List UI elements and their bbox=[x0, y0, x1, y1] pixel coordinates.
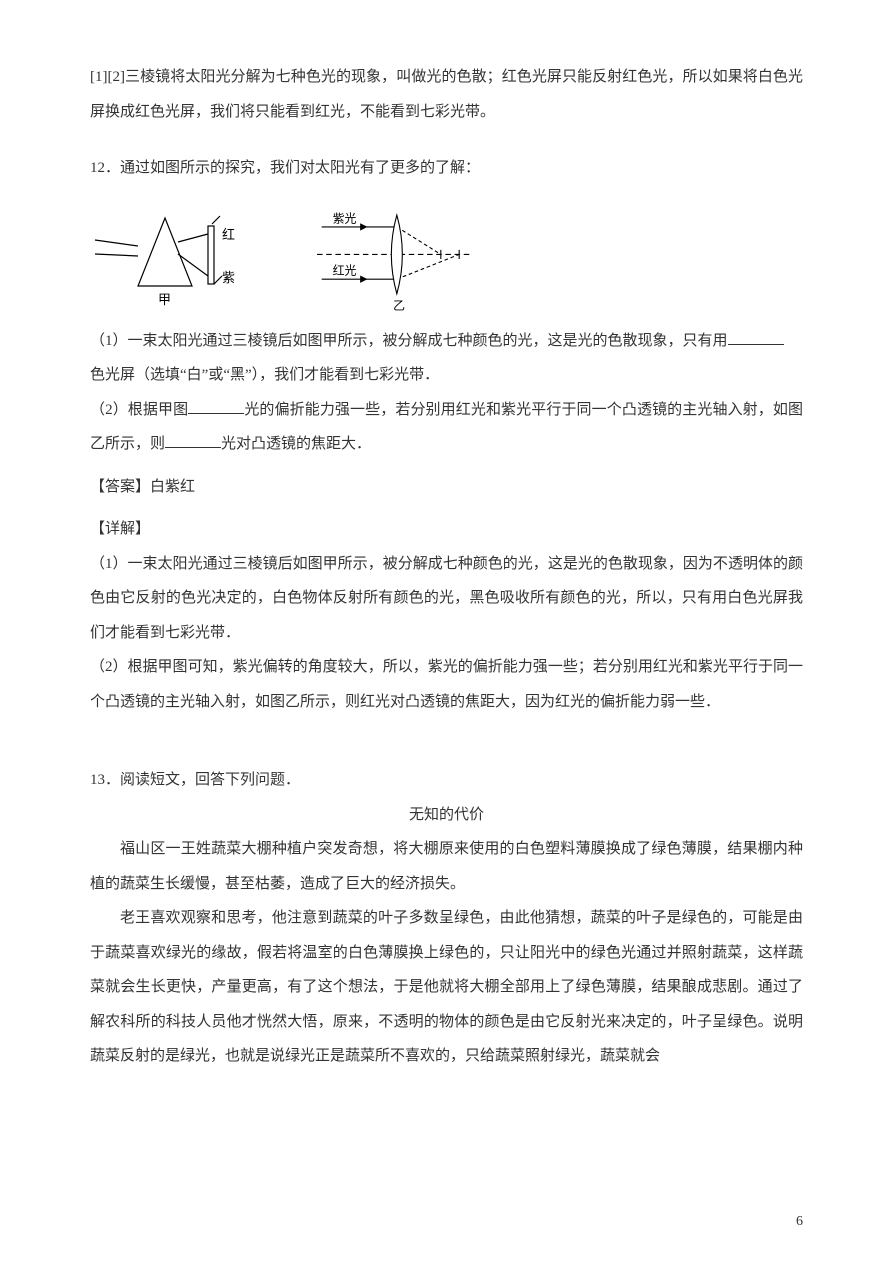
label-jia: 甲 bbox=[158, 292, 171, 307]
blank-3[interactable] bbox=[165, 432, 221, 449]
q13-p1: 福山区一王姓蔬菜大棚种植户突发奇想，将大棚原来使用的白色塑料薄膜换成了绿色薄膜，… bbox=[90, 832, 803, 901]
answer-text: 白紫红 bbox=[150, 479, 195, 495]
page-number: 6 bbox=[796, 1206, 803, 1238]
q13-title: 13．阅读短文，回答下列问题． bbox=[90, 763, 803, 798]
prism-diagram: 红 紫 甲 bbox=[90, 204, 260, 314]
q12-answer: 【答案】白紫红 bbox=[90, 470, 803, 505]
blank-1[interactable] bbox=[728, 328, 784, 345]
lens-diagram: 紫光 红光 乙 bbox=[310, 204, 480, 314]
q12-title: 12．通过如图所示的探究，我们对太阳光有了更多的了解： bbox=[90, 151, 803, 186]
q12-p1a: （1）一束太阳光通过三棱镜后如图甲所示，被分解成七种颜色的光，这是光的色散现象，… bbox=[90, 333, 728, 349]
q12-detail-2: （2）根据甲图可知，紫光偏转的角度较大，所以，紫光的偏折能力强一些；若分别用红光… bbox=[90, 650, 803, 719]
q12-detail-label: 【详解】 bbox=[90, 512, 803, 547]
q12-sub2: （2）根据甲图光的偏折能力强一些，若分别用红光和紫光平行于同一个凸透镜的主光轴入… bbox=[90, 393, 803, 462]
q12-p2c: 光对凸透镜的焦距大． bbox=[221, 436, 371, 452]
label-purple-light: 紫光 bbox=[333, 211, 357, 225]
answer-label: 【答案】 bbox=[90, 479, 150, 495]
q12-sub1b: 色光屏（选填“白”或“黑”），我们才能看到七彩光带． bbox=[90, 358, 803, 393]
q13-heading: 无知的代价 bbox=[90, 798, 803, 833]
q12-detail-1: （1）一束太阳光通过三棱镜后如图甲所示，被分解成七种颜色的光，这是光的色散现象，… bbox=[90, 547, 803, 651]
blank-2[interactable] bbox=[188, 397, 244, 414]
label-red: 红 bbox=[222, 227, 235, 242]
label-red-light: 红光 bbox=[333, 263, 357, 277]
label-yi: 乙 bbox=[393, 298, 405, 312]
label-purple: 紫 bbox=[222, 270, 235, 285]
diagram-row: 红 紫 甲 紫光 红光 乙 bbox=[90, 204, 803, 314]
q13-p2: 老王喜欢观察和思考，他注意到蔬菜的叶子多数呈绿色，由此他猜想，蔬菜的叶子是绿色的… bbox=[90, 901, 803, 1074]
intro-paragraph: [1][2]三棱镜将太阳光分解为七种色光的现象，叫做光的色散；红色光屏只能反射红… bbox=[90, 60, 803, 129]
q12-p2a: （2）根据甲图 bbox=[90, 402, 188, 418]
q12-sub1: （1）一束太阳光通过三棱镜后如图甲所示，被分解成七种颜色的光，这是光的色散现象，… bbox=[90, 324, 803, 359]
